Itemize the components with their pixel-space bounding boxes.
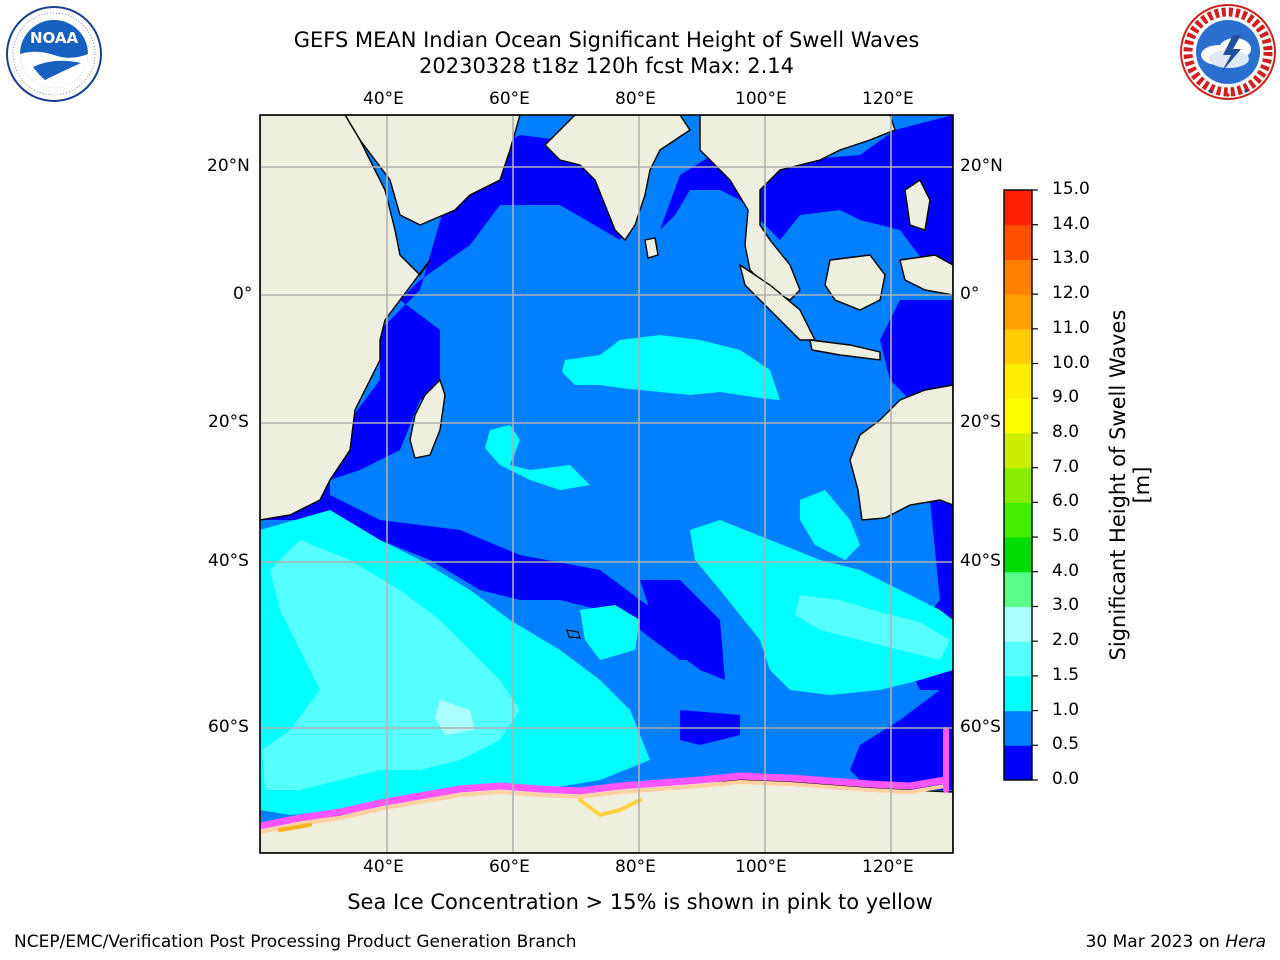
- map-subtitle: 20230328 t18z 120h fcst Max: 2.14: [419, 54, 794, 78]
- footer-date-text: 30 Mar 2023 on: [1085, 932, 1226, 952]
- colorbar-swatch: [1004, 259, 1032, 295]
- colorbar-tick-label: 2.0: [1052, 630, 1080, 651]
- lat-label-right: 20°N: [960, 156, 1003, 176]
- colorbar-swatch: [1004, 224, 1032, 260]
- colorbar-tick-label: 0.5: [1052, 734, 1080, 755]
- colorbar-tick-label: 1.0: [1052, 699, 1080, 720]
- colorbar-tick-label: 11.0: [1052, 317, 1090, 338]
- colorbar-tick-label: 10.0: [1052, 352, 1090, 373]
- lat-label-right: 40°S: [960, 551, 1001, 571]
- colorbar-swatch: [1004, 710, 1032, 746]
- graticule: [260, 115, 953, 853]
- lon-label-top: 100°E: [735, 89, 787, 109]
- colorbar-swatch: [1004, 571, 1032, 607]
- sea-ice-edge: [260, 727, 949, 834]
- colorbar-swatch: [1004, 641, 1032, 677]
- colorbar-swatch: [1004, 190, 1032, 226]
- colorbar-swatch: [1004, 537, 1032, 573]
- colorbar-tick-label: 5.0: [1052, 526, 1080, 547]
- map-frame: [259, 114, 954, 854]
- colorbar-swatch: [1004, 294, 1032, 330]
- lon-label-top: 40°E: [363, 89, 404, 109]
- lat-label-right: 60°S: [960, 717, 1001, 737]
- colorbar-swatch: [1004, 606, 1032, 642]
- colorbar-tick-label: 14.0: [1052, 213, 1090, 234]
- lon-label-top: 80°E: [615, 89, 656, 109]
- colorbar-tick-label: 3.0: [1052, 595, 1080, 616]
- colorbar-swatch: [1004, 467, 1032, 503]
- colorbar-tick-label: 12.0: [1052, 283, 1090, 304]
- lat-label-left: 60°S: [208, 717, 249, 737]
- colorbar-tick-label: 6.0: [1052, 491, 1080, 512]
- lat-label-left: 20°S: [208, 412, 249, 432]
- colorbar-frame: [1003, 189, 1033, 781]
- lat-label-left: 20°N: [207, 156, 250, 176]
- lon-label-bottom: 120°E: [862, 857, 914, 877]
- island-outline: [566, 629, 581, 639]
- lon-label-bottom: 40°E: [363, 857, 404, 877]
- colorbar-tick-label: 15.0: [1052, 179, 1090, 199]
- sea-ice-caption: Sea Ice Concentration > 15% is shown in …: [347, 890, 933, 914]
- colorbar-tick-label: 7.0: [1052, 456, 1080, 477]
- lat-label-left: 40°S: [208, 551, 249, 571]
- colorbar-tick-label: 9.0: [1052, 387, 1080, 408]
- colorbar-swatch: [1004, 398, 1032, 434]
- colorbar-swatch: [1004, 502, 1032, 538]
- colorbar-swatch: [1004, 675, 1032, 712]
- lat-label-right: 20°S: [960, 412, 1001, 432]
- colorbar-swatch: [1004, 745, 1032, 781]
- colorbar-tick-label: 4.0: [1052, 560, 1080, 581]
- colorbar-swatch: [1004, 328, 1032, 365]
- colorbar-title: Significant Height of Swell Waves [m]: [1106, 309, 1154, 661]
- lon-label-bottom: 100°E: [735, 857, 787, 877]
- colorbar-swatch: [1004, 432, 1032, 469]
- lon-label-bottom: 80°E: [615, 857, 656, 877]
- colorbar-tick-label: 0.0: [1052, 769, 1080, 789]
- lat-label-left: 0°: [233, 284, 253, 304]
- footer-credit: NCEP/EMC/Verification Post Processing Pr…: [14, 932, 577, 952]
- map-title: GEFS MEAN Indian Ocean Significant Heigh…: [293, 28, 920, 52]
- colorbar: [1003, 189, 1038, 781]
- colorbar-swatch: [1004, 363, 1032, 399]
- lon-label-top: 60°E: [489, 89, 530, 109]
- footer-host: Hera: [1225, 932, 1266, 952]
- lon-label-top: 120°E: [862, 89, 914, 109]
- colorbar-tick-label: 1.5: [1052, 664, 1080, 685]
- colorbar-tick-label: 13.0: [1052, 248, 1090, 269]
- noaa-logo: NOAA: [5, 5, 103, 103]
- svg-text:NOAA: NOAA: [30, 29, 79, 47]
- lat-label-right: 0°: [960, 284, 980, 304]
- colorbar-tick-label: 8.0: [1052, 421, 1080, 442]
- nws-logo: [1179, 3, 1277, 101]
- footer-date: 30 Mar 2023 on Hera: [1086, 932, 1266, 952]
- lon-label-bottom: 60°E: [489, 857, 530, 877]
